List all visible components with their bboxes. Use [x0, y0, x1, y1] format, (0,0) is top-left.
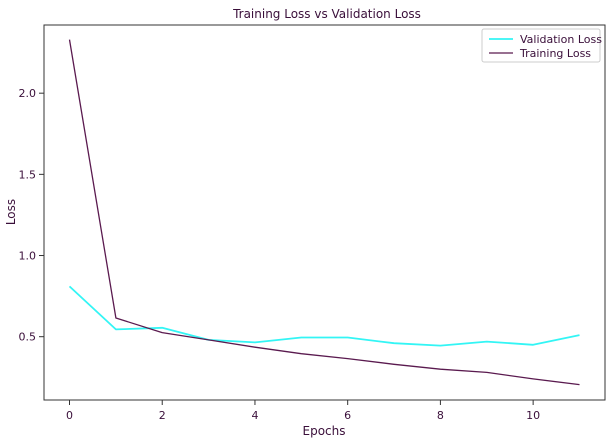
- x-axis-label: Epochs: [303, 424, 346, 438]
- x-axis: 0 2 4 6 8 10: [66, 400, 540, 422]
- plot-area: [43, 24, 606, 401]
- y-tick-label: 1.0: [19, 250, 37, 263]
- legend-box: [481, 28, 601, 63]
- legend-label: Validation Loss: [520, 33, 602, 46]
- x-tick-label: 10: [526, 409, 540, 422]
- y-tick-label: 2.0: [19, 87, 37, 100]
- legend-label: Training Loss: [519, 47, 591, 60]
- x-tick-label: 0: [66, 409, 73, 422]
- y-axis-label: Loss: [4, 199, 18, 225]
- x-tick-label: 4: [251, 409, 258, 422]
- y-tick-label: 1.5: [19, 168, 37, 181]
- series-line-training-loss: [68, 39, 580, 386]
- series-line-validation-loss: [68, 285, 580, 347]
- plot-frame: [43, 24, 606, 401]
- y-tick-label: 0.5: [19, 331, 37, 344]
- x-tick-label: 6: [344, 409, 351, 422]
- chart-title: Training Loss vs Validation Loss: [232, 7, 421, 21]
- series-lines: [68, 39, 580, 386]
- y-axis: 0.5 1.0 1.5 2.0: [19, 87, 44, 344]
- x-tick-label: 2: [159, 409, 166, 422]
- x-tick-label: 8: [437, 409, 444, 422]
